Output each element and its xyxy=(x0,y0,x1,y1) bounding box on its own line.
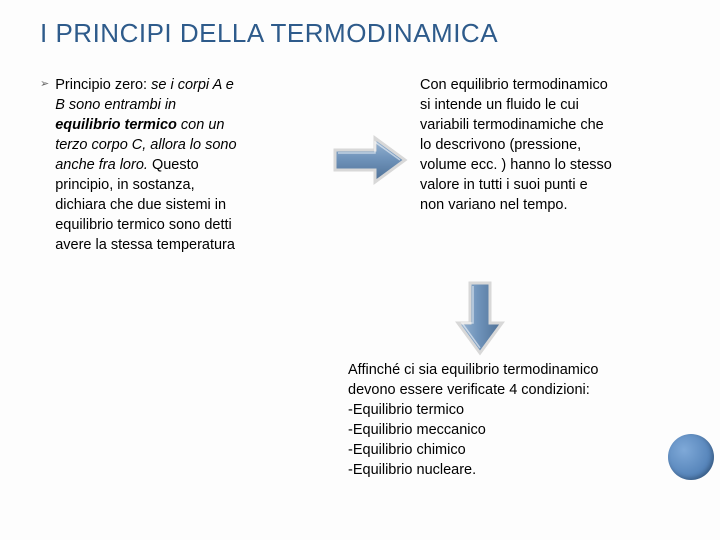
content-row: ➢ Principio zero: se i corpi A e B sono … xyxy=(40,75,680,255)
arrow-right-icon xyxy=(330,130,410,195)
bullet-icon: ➢ xyxy=(40,77,49,255)
left-lead: Principio zero: xyxy=(55,77,151,93)
bottom-item: -Equilibrio chimico xyxy=(348,440,618,460)
bottom-text: Affinché ci sia equilibrio termodinamico… xyxy=(348,360,618,480)
bottom-item: -Equilibrio nucleare. xyxy=(348,460,618,480)
slide: I PRINCIPI DELLA TERMODINAMICA ➢ Princip… xyxy=(0,0,720,540)
bottom-item: -Equilibrio termico xyxy=(348,400,618,420)
decor-circle-icon xyxy=(668,434,714,480)
left-column: ➢ Principio zero: se i corpi A e B sono … xyxy=(40,75,320,255)
slide-title: I PRINCIPI DELLA TERMODINAMICA xyxy=(40,18,680,49)
bottom-intro: Affinché ci sia equilibrio termodinamico… xyxy=(348,360,618,400)
left-text: Principio zero: se i corpi A e B sono en… xyxy=(55,75,245,255)
bottom-item: -Equilibrio meccanico xyxy=(348,420,618,440)
left-bold-italic: equilibrio termico xyxy=(55,117,177,133)
arrow-down-icon xyxy=(450,278,510,363)
right-text: Con equilibrio termodinamico si intende … xyxy=(420,75,615,215)
